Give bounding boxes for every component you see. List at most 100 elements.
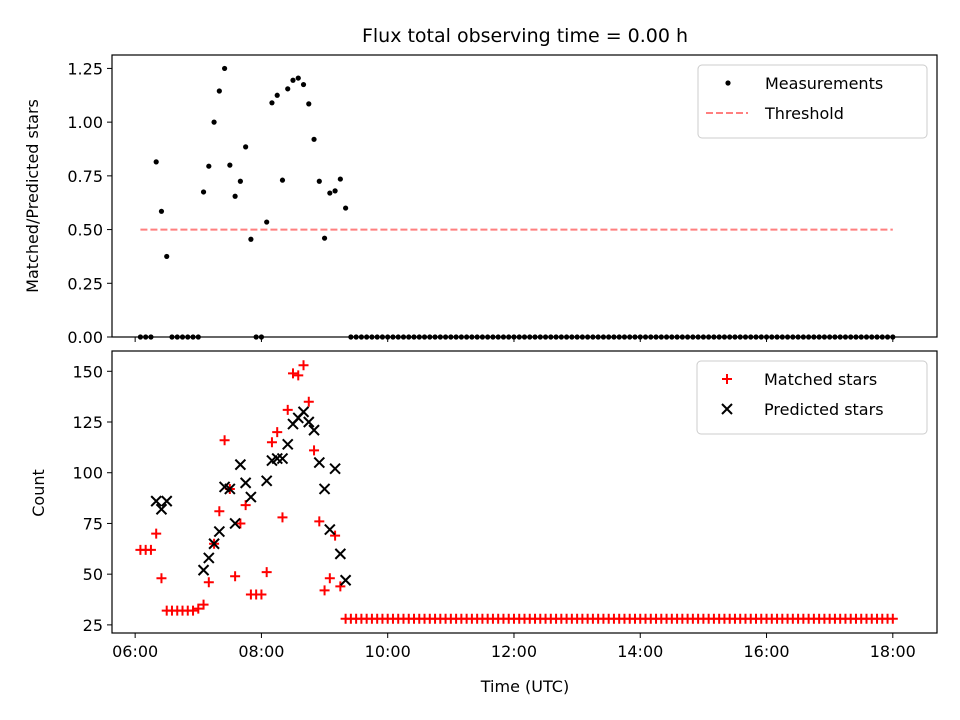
data-point: [303, 416, 315, 428]
x-tick-label: 16:00: [743, 642, 789, 661]
data-point: [198, 599, 209, 610]
data-point: [234, 458, 247, 471]
x-tick-label: 18:00: [870, 642, 916, 661]
data-point: [298, 360, 309, 371]
y-tick-label: 50: [83, 565, 103, 584]
legend-item: Measurements: [725, 74, 883, 93]
data-point: [203, 552, 215, 564]
legend-swatch: [721, 403, 733, 415]
legend-label: Threshold: [764, 104, 844, 123]
data-point: [240, 500, 251, 511]
data-point: [206, 163, 212, 169]
data-point: [235, 518, 246, 529]
plot-frame: [111, 54, 938, 338]
data-point: [339, 574, 352, 586]
data-point: [164, 253, 170, 260]
legend-label: Predicted stars: [764, 400, 884, 419]
legend-swatch: [725, 80, 731, 86]
data-point: [214, 506, 225, 517]
data-point: [303, 396, 314, 407]
data-point: [335, 581, 346, 592]
legend-swatch: [722, 374, 732, 384]
legend-item: Threshold: [706, 104, 844, 123]
data-point: [334, 548, 347, 560]
legend-label: Matched stars: [764, 370, 877, 389]
y-tick-label: 1.25: [67, 59, 103, 78]
data-point: [245, 491, 257, 503]
data-point: [330, 530, 341, 541]
data-point: [306, 101, 312, 107]
data-point: [324, 523, 336, 536]
x-tick-label: 06:00: [112, 642, 158, 661]
data-point: [216, 88, 222, 94]
data-point: [239, 477, 252, 489]
data-point: [274, 92, 280, 98]
data-point: [279, 177, 286, 183]
data-point: [293, 370, 304, 381]
top-chart-title: Flux total observing time = 0.00 h: [362, 25, 688, 47]
data-point: [158, 208, 165, 214]
data-point: [224, 483, 236, 495]
data-point: [219, 435, 230, 446]
data-point: [332, 188, 338, 194]
data-point: [276, 452, 289, 465]
data-point: [887, 613, 898, 624]
data-point: [309, 445, 320, 456]
plot-frame: [111, 350, 938, 634]
series-matched-stars: [135, 360, 898, 624]
data-point: [282, 404, 293, 415]
series-predicted-stars: [150, 406, 352, 586]
data-point: [314, 516, 325, 527]
data-point: [237, 178, 243, 184]
y-tick-label: 0.75: [67, 167, 103, 186]
data-point: [343, 205, 349, 211]
data-point: [227, 162, 233, 168]
y-tick-label: 1.00: [67, 113, 103, 132]
x-tick-label: 10:00: [365, 642, 411, 661]
bottom-legend: Matched stars Predicted stars: [696, 360, 928, 435]
data-point: [282, 438, 294, 451]
data-point: [337, 176, 343, 182]
y-tick-label: 100: [72, 464, 103, 483]
data-point: [316, 178, 322, 184]
legend-box: [696, 360, 928, 435]
legend-label: Measurements: [765, 74, 883, 93]
x-tick-label: 12:00: [491, 642, 537, 661]
data-point: [287, 368, 298, 379]
data-point: [156, 573, 167, 584]
data-point: [266, 437, 277, 448]
data-point: [248, 236, 254, 242]
data-point: [232, 193, 238, 199]
y-tick-label: 0.50: [67, 221, 103, 240]
data-point: [269, 100, 275, 106]
data-point: [151, 528, 162, 539]
legend-item: Matched stars: [722, 370, 877, 389]
data-point: [200, 189, 207, 195]
data-point: [295, 75, 301, 81]
data-point: [243, 144, 249, 150]
data-point: [272, 427, 283, 438]
data-point: [229, 517, 241, 530]
data-point: [311, 136, 317, 142]
data-point: [230, 571, 241, 582]
data-point: [290, 77, 296, 83]
data-point: [313, 456, 326, 469]
data-point: [213, 525, 226, 538]
y-tick-label: 25: [83, 616, 103, 635]
data-point: [193, 603, 204, 614]
x-tick-label: 14:00: [617, 642, 663, 661]
y-tick-label: 125: [72, 413, 103, 432]
data-point: [188, 605, 199, 616]
data-point: [150, 495, 162, 507]
data-point: [208, 538, 220, 550]
data-point: [221, 65, 228, 72]
data-point: [319, 585, 330, 596]
y-tick-label: 75: [83, 514, 103, 533]
data-point: [321, 235, 328, 241]
data-point: [329, 462, 341, 475]
data-point: [297, 406, 310, 418]
data-point: [155, 503, 168, 515]
data-point: [256, 589, 267, 600]
data-point: [261, 567, 272, 578]
